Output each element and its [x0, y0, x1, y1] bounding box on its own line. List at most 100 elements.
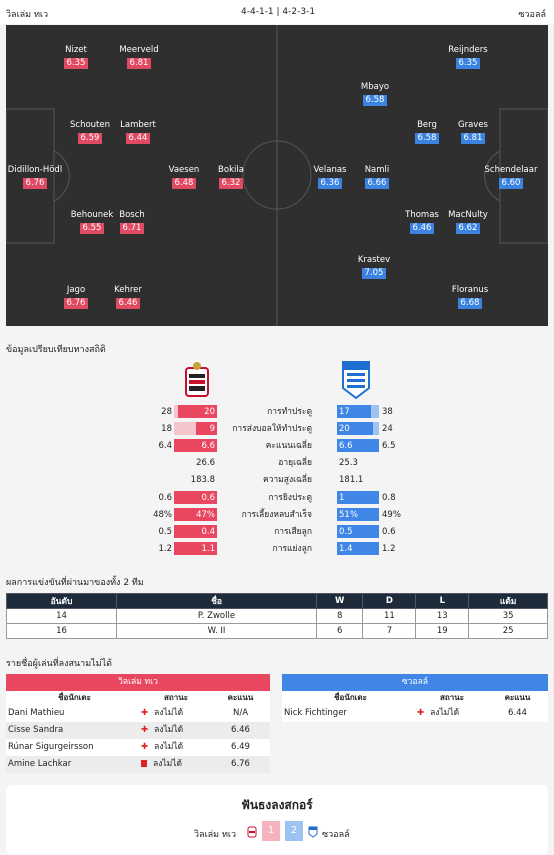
home-stat-total: 28 — [161, 407, 172, 417]
player-rating: 6.81 — [460, 133, 486, 144]
injury-icon: ✚ — [141, 742, 149, 752]
stat-label: การทำประตู — [267, 407, 312, 417]
home-team-name: วิลเล่ม ทเว — [6, 10, 49, 20]
away-absent-list: ซวอลล์ ชื่อนักเตะ สถานะ คะแนน Nick Ficht… — [282, 674, 548, 722]
home-player[interactable]: Bosch 6.71 — [97, 210, 167, 234]
stat-row: 48% 47% การเลี้ยงหลบสำเร็จ 51% 49% — [0, 507, 554, 522]
away-player[interactable]: Reijnders 6.35 — [433, 45, 503, 69]
away-stat-total: 0.8 — [382, 492, 396, 503]
player-rating: 6.32 — [218, 178, 244, 189]
player-name: Bokila — [218, 165, 244, 175]
home-team-logo — [185, 362, 209, 397]
player-rating: 6.46 — [115, 298, 141, 309]
list-item[interactable]: Rúnar Sigurgeirsson ✚ ลงไม่ได้ 6.49 — [6, 739, 270, 756]
away-absent-header: ซวอลล์ — [282, 674, 548, 691]
home-player[interactable]: Vaesen 6.48 — [149, 165, 219, 189]
player-rating: 6.60 — [498, 178, 524, 189]
stat-label: การเสียลูก — [274, 526, 312, 537]
cell-d: 7 — [362, 623, 417, 639]
absent-status: ลงไม่ได้ — [141, 756, 211, 773]
home-player[interactable]: Meerveld 6.81 — [104, 45, 174, 69]
player-name: Berg — [417, 120, 437, 130]
home-stat-bar — [178, 405, 217, 418]
home-stat-value: 47% — [196, 509, 215, 520]
player-rating: 6.71 — [119, 223, 145, 234]
away-stat-total: 49% — [382, 509, 401, 520]
player-name: Didillon-Hödl — [7, 165, 63, 175]
home-player[interactable]: Nizet 6.35 — [41, 45, 111, 69]
away-stat-bar — [337, 405, 371, 418]
home-player[interactable]: Kehrer 6.46 — [93, 285, 163, 309]
player-rating: 6.66 — [364, 178, 390, 189]
away-stat-value: 1.4 — [339, 543, 353, 554]
cell-d: 11 — [362, 608, 417, 624]
absent-status-text: ลงไม่ได้ — [154, 708, 184, 718]
absent-status: ✚ ลงไม่ได้ — [141, 705, 211, 722]
away-player[interactable]: Krastev 7.05 — [339, 255, 409, 279]
prediction-away-team: ซวอลล์ — [322, 830, 350, 840]
away-stat-total: 6.5 — [382, 441, 396, 452]
col-rating: คะแนน — [504, 693, 531, 702]
home-player[interactable]: Lambert 6.44 — [103, 120, 173, 144]
away-team-name: ซวอลล์ — [518, 10, 546, 20]
home-player[interactable]: Behounek 6.55 — [57, 210, 127, 234]
absent-rating: N/A — [232, 708, 249, 718]
absent-status: ✚ ลงไม่ได้ — [141, 739, 211, 756]
injury-icon: ✚ — [141, 708, 149, 718]
home-player[interactable]: Didillon-Hödl 6.76 — [6, 165, 70, 189]
player-rating: 6.48 — [171, 178, 197, 189]
table-row: 16 W. II 6 7 19 25 — [6, 623, 548, 639]
away-mini-logo — [308, 826, 318, 838]
stat-row: 0.5 0.4 การเสียลูก 0.5 0.6 — [0, 524, 554, 539]
away-stat-total: 0.6 — [382, 526, 396, 537]
home-stat-total: 0.5 — [158, 526, 172, 537]
away-player[interactable]: MacNulty 6.62 — [433, 210, 503, 234]
col-player: ชื่อนักเตะ — [334, 693, 367, 702]
home-player[interactable]: Bokila 6.32 — [196, 165, 266, 189]
absent-status-text: ลงไม่ได้ — [154, 742, 184, 752]
home-stat-value: 20 — [204, 407, 215, 417]
absent-rating: 6.49 — [231, 742, 250, 752]
absent-player-name: Rúnar Sigurgeirsson — [8, 742, 94, 752]
player-rating: 6.59 — [77, 133, 103, 144]
home-stat-bar — [174, 524, 217, 538]
list-item[interactable]: Nick Fichtinger ✚ ลงไม่ได้ 6.44 — [282, 705, 548, 722]
home-stat-value: 1.1 — [201, 543, 215, 554]
away-player[interactable]: Namli 6.66 — [342, 165, 412, 189]
home-player[interactable]: Schouten 6.59 — [55, 120, 125, 144]
player-name: Namli — [364, 165, 390, 175]
player-name: Mbayo — [360, 82, 390, 92]
away-player[interactable]: Thomas 6.46 — [387, 210, 457, 234]
away-player[interactable]: Graves 6.81 — [438, 120, 508, 144]
player-rating: 6.68 — [457, 298, 483, 309]
home-stat-value: 183.8 — [190, 475, 215, 486]
player-name: Reijnders — [448, 45, 488, 55]
away-stat-value: 20 — [339, 424, 350, 435]
player-rating: 6.36 — [317, 178, 343, 189]
player-name: Bosch — [119, 210, 145, 220]
away-stat-total: 1.2 — [382, 543, 396, 554]
stat-label: การแย่งลูก — [272, 543, 312, 554]
away-player[interactable]: Berg 6.58 — [392, 120, 462, 144]
player-name: Nizet — [65, 45, 87, 55]
away-stat-bar — [337, 507, 379, 521]
home-player[interactable]: Jago 6.76 — [41, 285, 111, 309]
away-stat-value: 6.6 — [339, 441, 353, 452]
list-item[interactable]: Dani Mathieu ✚ ลงไม่ได้ N/A — [6, 705, 270, 722]
stat-row: 6.4 6.6 คะแนนเฉลี่ย 6.6 6.5 — [0, 439, 554, 453]
away-player[interactable]: Velanas 6.36 — [295, 165, 365, 189]
player-name: Jago — [66, 285, 86, 295]
away-player[interactable]: Mbayo 6.58 — [340, 82, 410, 106]
home-stat-total: 1.2 — [158, 543, 172, 554]
cell-pts: 25 — [468, 623, 548, 639]
stat-row: 183.8 ความสูงเฉลี่ย 181.1 — [0, 473, 554, 487]
player-name: Thomas — [405, 210, 439, 220]
player-rating: 6.62 — [455, 223, 481, 234]
player-name: Behounek — [70, 210, 114, 220]
away-player[interactable]: Floranus 6.68 — [435, 285, 505, 309]
list-item[interactable]: Amine Lachkar ลงไม่ได้ 6.76 — [6, 756, 270, 773]
cell-l: 19 — [415, 623, 470, 639]
player-rating: 6.44 — [125, 133, 151, 144]
list-item[interactable]: Cisse Sandra ✚ ลงไม่ได้ 6.46 — [6, 722, 270, 739]
away-player[interactable]: Schendelaar 6.60 — [476, 165, 546, 189]
